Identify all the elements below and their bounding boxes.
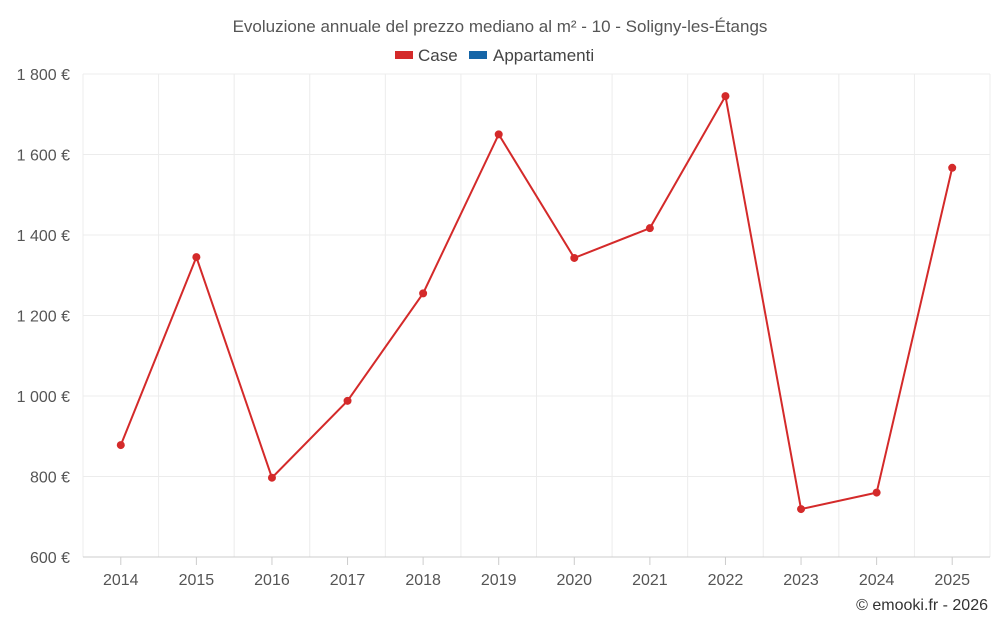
data-point-case-2015[interactable] — [192, 253, 201, 262]
data-point-case-2014[interactable] — [116, 441, 125, 450]
x-tick-label: 2017 — [330, 572, 366, 589]
x-tick-label: 2021 — [632, 572, 668, 589]
y-tick-label: 600 € — [30, 550, 70, 567]
data-point-case-2016[interactable] — [267, 473, 276, 482]
data-point-case-2023[interactable] — [797, 505, 806, 514]
x-tick-label: 2018 — [405, 572, 441, 589]
x-tick-label: 2016 — [254, 572, 290, 589]
data-point-case-2022[interactable] — [721, 92, 730, 101]
chart-title: Evoluzione annuale del prezzo mediano al… — [233, 17, 768, 36]
y-tick-label: 1 200 € — [17, 309, 70, 326]
x-tick-label: 2014 — [103, 572, 139, 589]
series-case — [116, 92, 957, 514]
x-tick-label: 2025 — [934, 572, 970, 589]
data-point-case-2024[interactable] — [872, 488, 881, 497]
x-tick-label: 2019 — [481, 572, 517, 589]
data-point-case-2018[interactable] — [419, 289, 428, 298]
x-tick-label: 2020 — [556, 572, 592, 589]
legend-item-appartamenti[interactable]: Appartamenti — [469, 46, 594, 65]
y-tick-label: 800 € — [30, 470, 70, 487]
legend-label-case: Case — [418, 46, 458, 65]
y-tick-label: 1 000 € — [17, 389, 70, 406]
data-point-case-2017[interactable] — [343, 396, 352, 405]
legend-swatch-case — [395, 51, 413, 59]
legend-swatch-appartamenti — [469, 51, 487, 59]
data-point-case-2021[interactable] — [645, 224, 654, 233]
axes: 600 € 800 € 1 000 € 1 200 € 1 400 € 1 600 € 1 … — [17, 67, 990, 589]
legend-item-case[interactable]: Case — [395, 46, 458, 65]
y-tick-label: 1 600 € — [17, 148, 70, 165]
data-point-case-2020[interactable] — [570, 253, 579, 262]
grid — [82, 73, 991, 557]
x-tick-label: 2022 — [708, 572, 744, 589]
data-point-case-2019[interactable] — [494, 130, 503, 139]
x-tick-label: 2023 — [783, 572, 819, 589]
legend: Case Appartamenti — [395, 46, 594, 65]
y-tick-label: 1 400 € — [17, 228, 70, 245]
y-tick-label: 1 800 € — [17, 67, 70, 84]
credit-text: © emooki.fr - 2026 — [856, 597, 988, 614]
legend-label-appartamenti: Appartamenti — [493, 46, 594, 65]
x-tick-label: 2015 — [179, 572, 215, 589]
x-tick-label: 2024 — [859, 572, 895, 589]
data-point-case-2025[interactable] — [948, 163, 957, 172]
series-line-case — [119, 93, 954, 511]
